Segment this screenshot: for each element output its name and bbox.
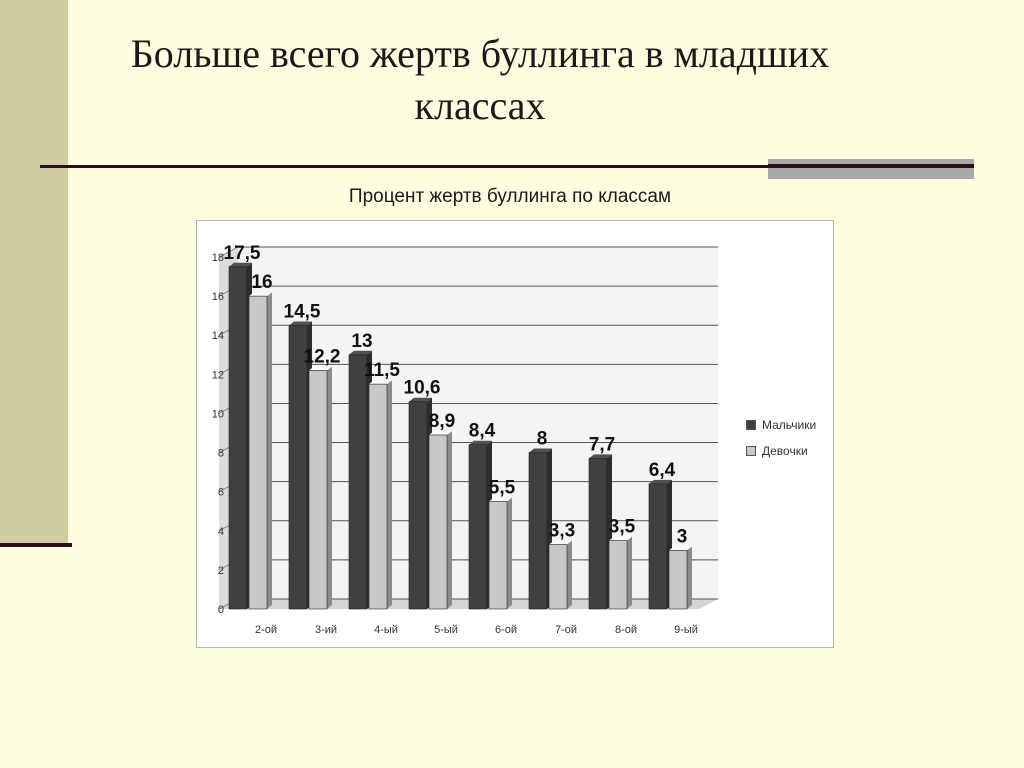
bar-top	[589, 454, 612, 459]
bar-girls	[368, 383, 388, 610]
bar-boys	[588, 458, 608, 610]
y-tick-label: 10	[212, 408, 224, 420]
slide-title-line-2: классах	[414, 83, 546, 128]
bar-top	[609, 536, 632, 541]
bar-top	[549, 540, 572, 545]
bar-side	[387, 380, 392, 609]
title-rule-accent-line	[768, 164, 974, 168]
data-label-girls: 3,3	[549, 520, 575, 541]
bar-boys	[408, 401, 428, 610]
bar-top	[349, 350, 372, 355]
bar-top	[429, 430, 452, 435]
data-label-girls: 3,5	[609, 517, 636, 538]
x-tick-label: 3-ий	[315, 624, 337, 636]
bar-top	[309, 366, 332, 371]
data-label-girls: 11,5	[364, 360, 400, 381]
bar-top	[529, 448, 552, 453]
y-tick-label: 14	[212, 330, 224, 342]
data-label-boys: 14,5	[284, 301, 321, 322]
bar-top	[649, 479, 672, 484]
bar-side	[507, 497, 512, 609]
x-tick-label: 5-ый	[434, 624, 458, 636]
data-label-boys: 7,7	[589, 434, 615, 455]
y-tick-label: 18	[212, 252, 224, 264]
data-label-girls: 12,2	[304, 346, 341, 367]
legend-swatch-boys	[746, 420, 756, 430]
bar-boys	[348, 354, 368, 610]
bar-girls	[248, 295, 268, 610]
x-tick-label: 7-ой	[555, 624, 577, 636]
x-tick-label: 2-ой	[255, 624, 277, 636]
title-rule	[40, 165, 974, 168]
left-decorative-band	[0, 0, 68, 546]
bar-girls	[548, 544, 568, 610]
bar-top	[669, 546, 692, 551]
y-tick-label: 2	[218, 565, 224, 577]
bar-girls	[428, 434, 448, 610]
x-tick-label: 6-ой	[495, 624, 517, 636]
bar-top	[489, 497, 512, 502]
gridline-depth	[218, 246, 239, 258]
data-label-girls: 3	[677, 526, 688, 547]
bar-girls	[308, 370, 328, 610]
slide-title: Больше всего жертв буллинга в младших кл…	[60, 28, 900, 132]
y-tick-label: 12	[212, 369, 224, 381]
bar-side	[627, 536, 632, 609]
data-label-boys: 13	[351, 331, 372, 352]
data-label-boys: 10,6	[404, 378, 441, 399]
slide-title-line-1: Больше всего жертв буллинга в младших	[130, 31, 830, 76]
bar-girls	[608, 540, 628, 610]
data-label-girls: 8,9	[429, 411, 455, 432]
bar-girls	[488, 501, 508, 610]
bar-boys	[648, 483, 668, 610]
y-tick-label: 4	[218, 526, 224, 538]
bar-boys	[468, 444, 488, 610]
y-tick-label: 16	[212, 291, 224, 303]
legend-label-boys: Мальчики	[762, 418, 817, 432]
bar-top	[409, 397, 432, 402]
chart-legend: Мальчики Девочки	[746, 412, 816, 464]
bar-side	[447, 430, 452, 609]
bar-side	[687, 546, 692, 609]
bar-top	[289, 321, 312, 326]
bar-top	[369, 380, 392, 385]
bar-top	[229, 262, 252, 267]
legend-item-boys: Мальчики	[746, 412, 816, 438]
x-tick-label: 8-ой	[615, 624, 637, 636]
bar-girls	[668, 550, 688, 610]
x-tick-label: 4-ый	[374, 624, 398, 636]
bar-top	[249, 292, 272, 297]
legend-label-girls: Девочки	[762, 444, 808, 458]
bar-side	[327, 366, 332, 609]
legend-swatch-girls	[746, 446, 756, 456]
data-label-girls: 5,5	[489, 477, 516, 498]
chart-title: Процент жертв буллинга по классам	[348, 186, 672, 207]
bar-boys	[288, 325, 308, 610]
legend-item-girls: Девочки	[746, 438, 816, 464]
data-label-girls: 16	[251, 272, 272, 293]
y-tick-label: 8	[218, 448, 224, 460]
y-tick-label: 0	[218, 604, 224, 616]
x-tick-label: 9-ый	[674, 624, 698, 636]
y-tick-label: 6	[218, 487, 224, 499]
bar-top	[469, 440, 492, 445]
bar-boys	[528, 452, 548, 610]
bar-boys	[228, 266, 248, 610]
data-label-boys: 8,4	[469, 421, 496, 442]
data-label-boys: 17,5	[224, 243, 261, 264]
data-label-boys: 6,4	[649, 460, 676, 481]
bar-side	[567, 540, 572, 609]
bar-side	[267, 292, 272, 609]
data-label-boys: 8	[537, 429, 548, 450]
left-band-underline	[0, 543, 72, 547]
